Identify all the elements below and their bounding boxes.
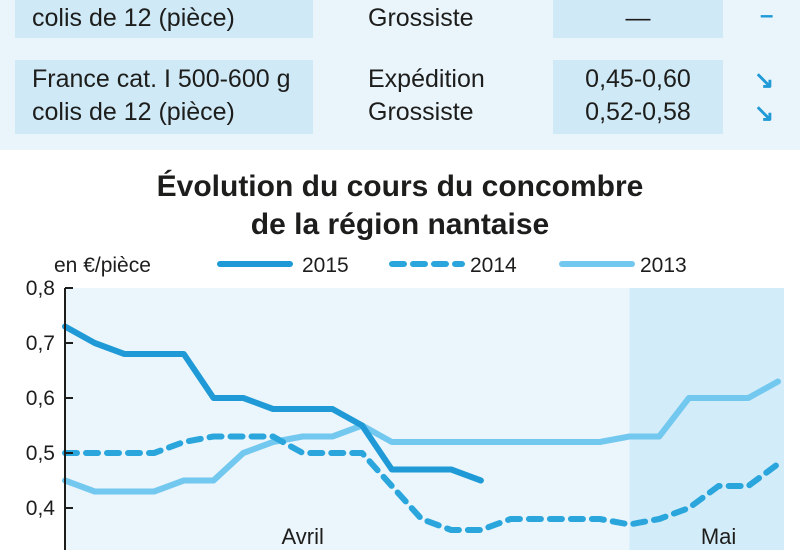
- y-tick-label: 0,7: [26, 332, 55, 355]
- row2-price-line1: 0,45-0,60: [585, 65, 691, 93]
- plot-area: 0,8 0,7 0,6 0,5 0,4 Avril Mai: [26, 277, 784, 550]
- row2-product-line1: France cat. I 500-600 g: [32, 65, 291, 93]
- month-labels: Avril Mai: [281, 524, 736, 549]
- legend-label-2013: 2013: [640, 254, 687, 277]
- chart-title-line1: Évolution du cours du concombre: [157, 169, 644, 203]
- row2-trend-icon-1: ↘: [754, 67, 775, 94]
- row1-stage: Grossiste: [368, 4, 474, 32]
- row2-price-line2: 0,52-0,58: [585, 98, 691, 126]
- legend: 2015 2014 2013: [217, 254, 687, 277]
- y-tick-label: 0,8: [26, 277, 55, 300]
- price-cell-bg-2: [553, 60, 723, 134]
- product-cell-bg-2: [15, 60, 313, 134]
- chart-title-line2: de la région nantaise: [251, 208, 549, 241]
- y-axis-unit-label: en €/pièce: [54, 254, 151, 277]
- price-table: colis de 12 (pièce) Grossiste — – France…: [0, 0, 800, 150]
- y-tick-label: 0,6: [26, 387, 55, 410]
- y-tick-label: 0,4: [26, 497, 56, 520]
- product-cell-bg-1: [15, 0, 313, 38]
- series-line-2015: [62, 323, 484, 484]
- series-layer: [62, 323, 781, 533]
- row2-stage-line1: Expédition: [368, 65, 485, 93]
- series-line-2013: [62, 378, 781, 495]
- legend-label-2015: 2015: [302, 254, 349, 277]
- row2-product-line2: colis de 12 (pièce): [32, 98, 235, 126]
- row1-price: —: [625, 4, 651, 32]
- y-ticks: 0,8 0,7 0,6 0,5 0,4: [26, 277, 73, 520]
- legend-label-2014: 2014: [470, 254, 517, 277]
- month-label: Mai: [701, 524, 736, 549]
- row2-stage-line2: Grossiste: [368, 98, 474, 126]
- month-label: Avril: [281, 524, 323, 549]
- price-line-chart: Évolution du cours du concombre de la ré…: [26, 169, 784, 550]
- may-shaded-region: [629, 288, 784, 550]
- series-line-2014: [62, 433, 781, 533]
- y-tick-label: 0,5: [26, 442, 55, 465]
- row1-product: colis de 12 (pièce): [32, 4, 235, 32]
- price-cell-bg-1: [553, 0, 723, 38]
- row1-trend-icon: –: [760, 2, 774, 29]
- row2-trend-icon-2: ↘: [754, 100, 775, 127]
